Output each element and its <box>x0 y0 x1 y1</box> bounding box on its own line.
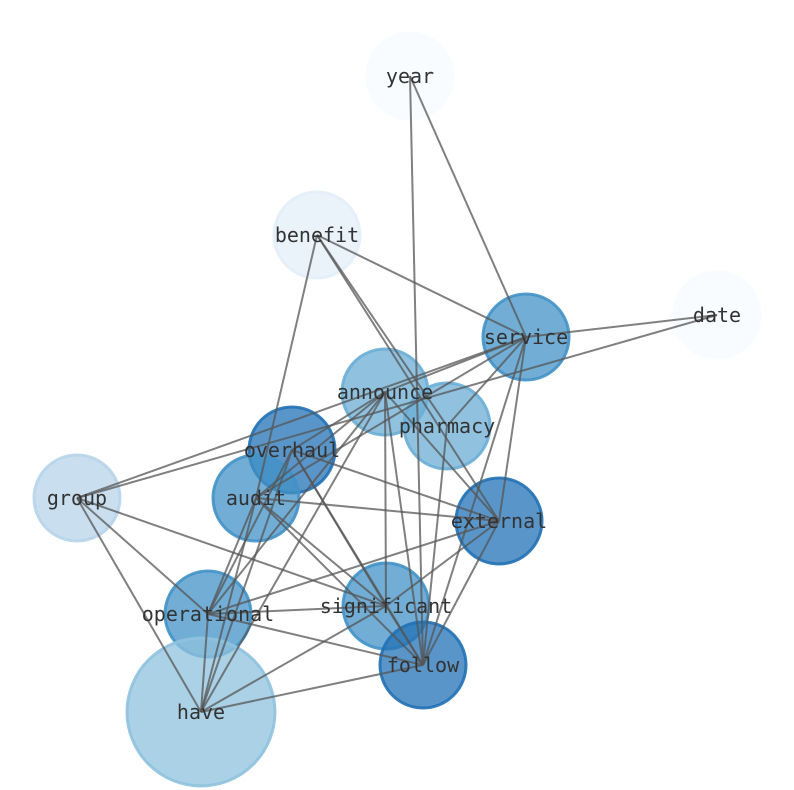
edge-benefit-external <box>316 234 500 522</box>
edge-announce-overhaul <box>291 391 386 451</box>
edge-external-follow <box>422 520 500 666</box>
edge-year-follow <box>409 75 424 666</box>
edge-operational-significant <box>207 605 387 615</box>
edge-overhaul-significant <box>291 449 387 607</box>
edge-date-service <box>525 314 718 338</box>
edge-external-significant <box>385 520 500 607</box>
edge-service-pharmacy <box>446 336 527 427</box>
edge-year-service <box>409 75 527 338</box>
edge-audit-follow <box>255 497 424 666</box>
node-label-date: date <box>693 303 741 327</box>
node-label-audit: audit <box>226 486 286 510</box>
edge-benefit-audit <box>255 234 318 499</box>
node-label-significant: significant <box>320 594 452 618</box>
edge-announce-follow <box>384 391 424 666</box>
edge-overhaul-have <box>200 449 293 713</box>
edge-group-operational <box>76 497 209 615</box>
edge-audit-external <box>255 497 500 522</box>
edge-service-external <box>498 336 527 522</box>
node-label-benefit: benefit <box>275 223 359 247</box>
edge-announce-external <box>384 391 500 522</box>
edge-service-follow <box>422 336 527 666</box>
edge-benefit-pharmacy <box>316 234 448 427</box>
edge-service-group <box>76 336 527 499</box>
edge-overhaul-operational <box>207 449 293 615</box>
edge-operational-follow <box>207 613 424 666</box>
edge-announce-significant <box>384 391 387 607</box>
edge-external-operational <box>207 520 500 615</box>
node-label-group: group <box>47 486 107 510</box>
node-label-have: have <box>177 700 225 724</box>
node-label-pharmacy: pharmacy <box>399 414 495 438</box>
edge-audit-have <box>200 497 257 713</box>
edge-follow-have <box>200 664 424 713</box>
edge-operational-have <box>200 613 209 713</box>
edge-service-audit <box>255 336 527 499</box>
edge-announce-operational <box>207 391 386 615</box>
node-label-follow: follow <box>387 653 460 677</box>
edge-significant-have <box>200 605 387 713</box>
node-label-operational: operational <box>142 602 274 626</box>
node-label-announce: announce <box>337 380 433 404</box>
edge-overhaul-external <box>291 449 500 522</box>
edge-pharmacy-follow <box>422 425 448 666</box>
edge-significant-follow <box>385 605 424 666</box>
node-label-service: service <box>484 325 568 349</box>
edge-group-significant <box>76 497 387 607</box>
edge-audit-operational <box>207 497 257 615</box>
node-label-overhaul: overhaul <box>244 438 340 462</box>
edge-announce-have <box>200 391 386 713</box>
edge-audit-significant <box>255 497 387 607</box>
edge-benefit-service <box>316 234 527 338</box>
edge-group-have <box>76 497 202 713</box>
node-label-external: external <box>451 509 547 533</box>
node-label-year: year <box>386 64 434 88</box>
